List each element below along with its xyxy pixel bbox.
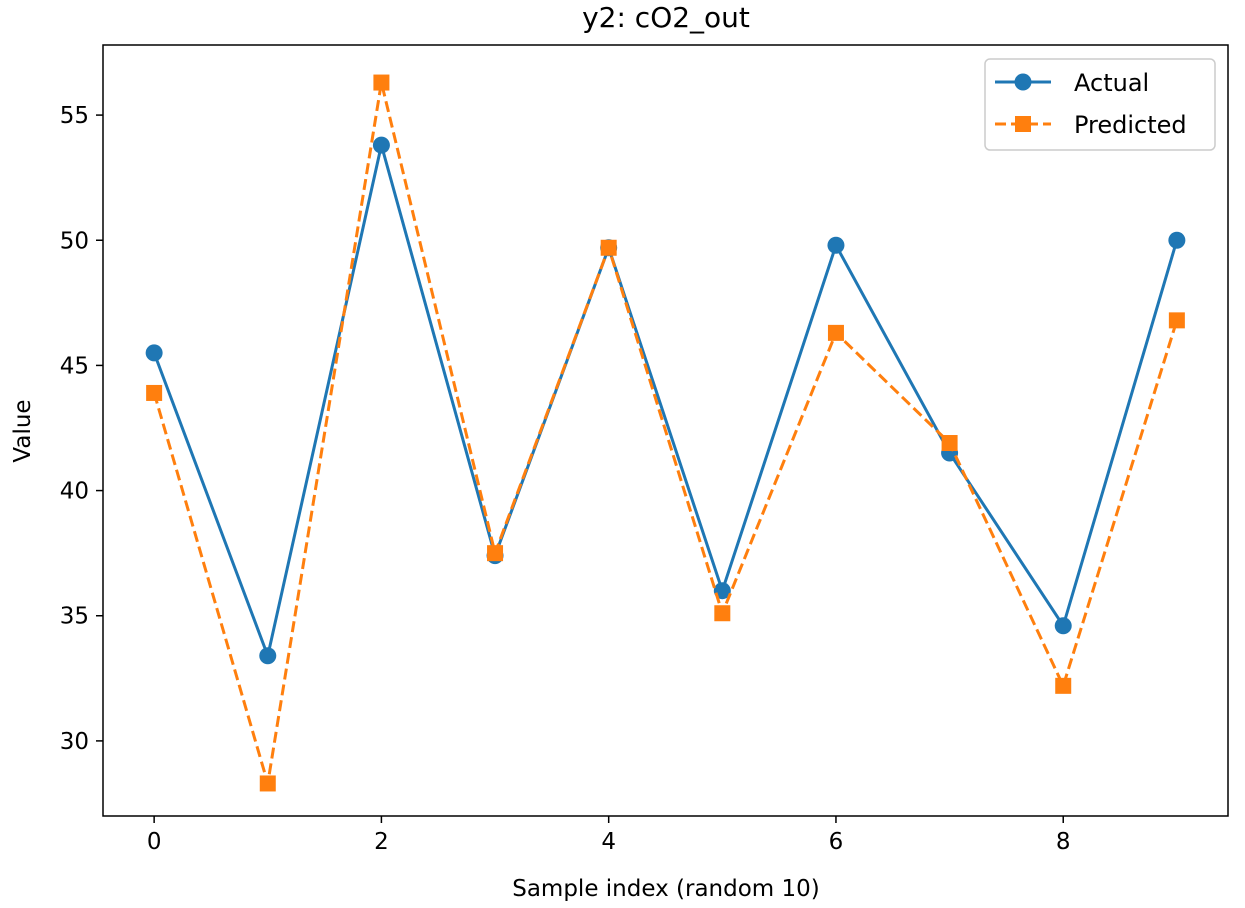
series-line-predicted — [152, 82, 1179, 784]
data-point-predicted — [259, 775, 276, 792]
data-point-predicted — [827, 324, 844, 341]
axes-frame — [102, 44, 1229, 817]
y-tick-label: 40 — [60, 479, 89, 505]
data-point-predicted — [487, 545, 504, 562]
x-tick-label: 2 — [374, 829, 389, 855]
x-tick-label: 0 — [147, 829, 162, 855]
data-point-predicted — [1168, 312, 1185, 329]
data-point-actual — [145, 344, 163, 362]
data-point-predicted — [146, 384, 163, 401]
legend-label-actual: Actual — [1074, 69, 1149, 97]
data-point-predicted — [1055, 677, 1072, 694]
data-point-actual — [259, 647, 277, 665]
legend-marker-predicted — [1015, 116, 1031, 132]
data-point-actual — [372, 136, 390, 154]
x-tick-label: 4 — [601, 829, 616, 855]
y-axis-label: Value — [10, 399, 36, 462]
chart-title: y2: cO2_out — [582, 1, 750, 34]
x-axis-label: Sample index (random 10) — [512, 876, 820, 902]
data-point-predicted — [941, 435, 958, 452]
legend-marker-actual — [1014, 73, 1032, 91]
x-tick-label: 8 — [1056, 829, 1071, 855]
data-point-actual — [1168, 231, 1186, 249]
data-point-predicted — [373, 74, 390, 91]
series-line-actual — [152, 144, 1179, 662]
plot-area: 0 2 4 6 8 30 35 40 45 50 55 — [60, 44, 1229, 855]
data-point-predicted — [600, 239, 617, 256]
x-tick-label: 6 — [829, 829, 844, 855]
data-point-predicted — [714, 605, 731, 622]
data-point-actual — [1054, 617, 1072, 635]
legend-label-predicted: Predicted — [1074, 111, 1187, 139]
y-tick-label: 45 — [60, 353, 89, 379]
y-tick-label: 30 — [60, 729, 89, 755]
y-tick-label: 50 — [60, 228, 89, 254]
legend: Actual Predicted — [984, 58, 1216, 151]
y-tick-label: 55 — [60, 103, 89, 129]
data-point-actual — [827, 236, 845, 254]
y-tick-label: 35 — [60, 604, 89, 630]
